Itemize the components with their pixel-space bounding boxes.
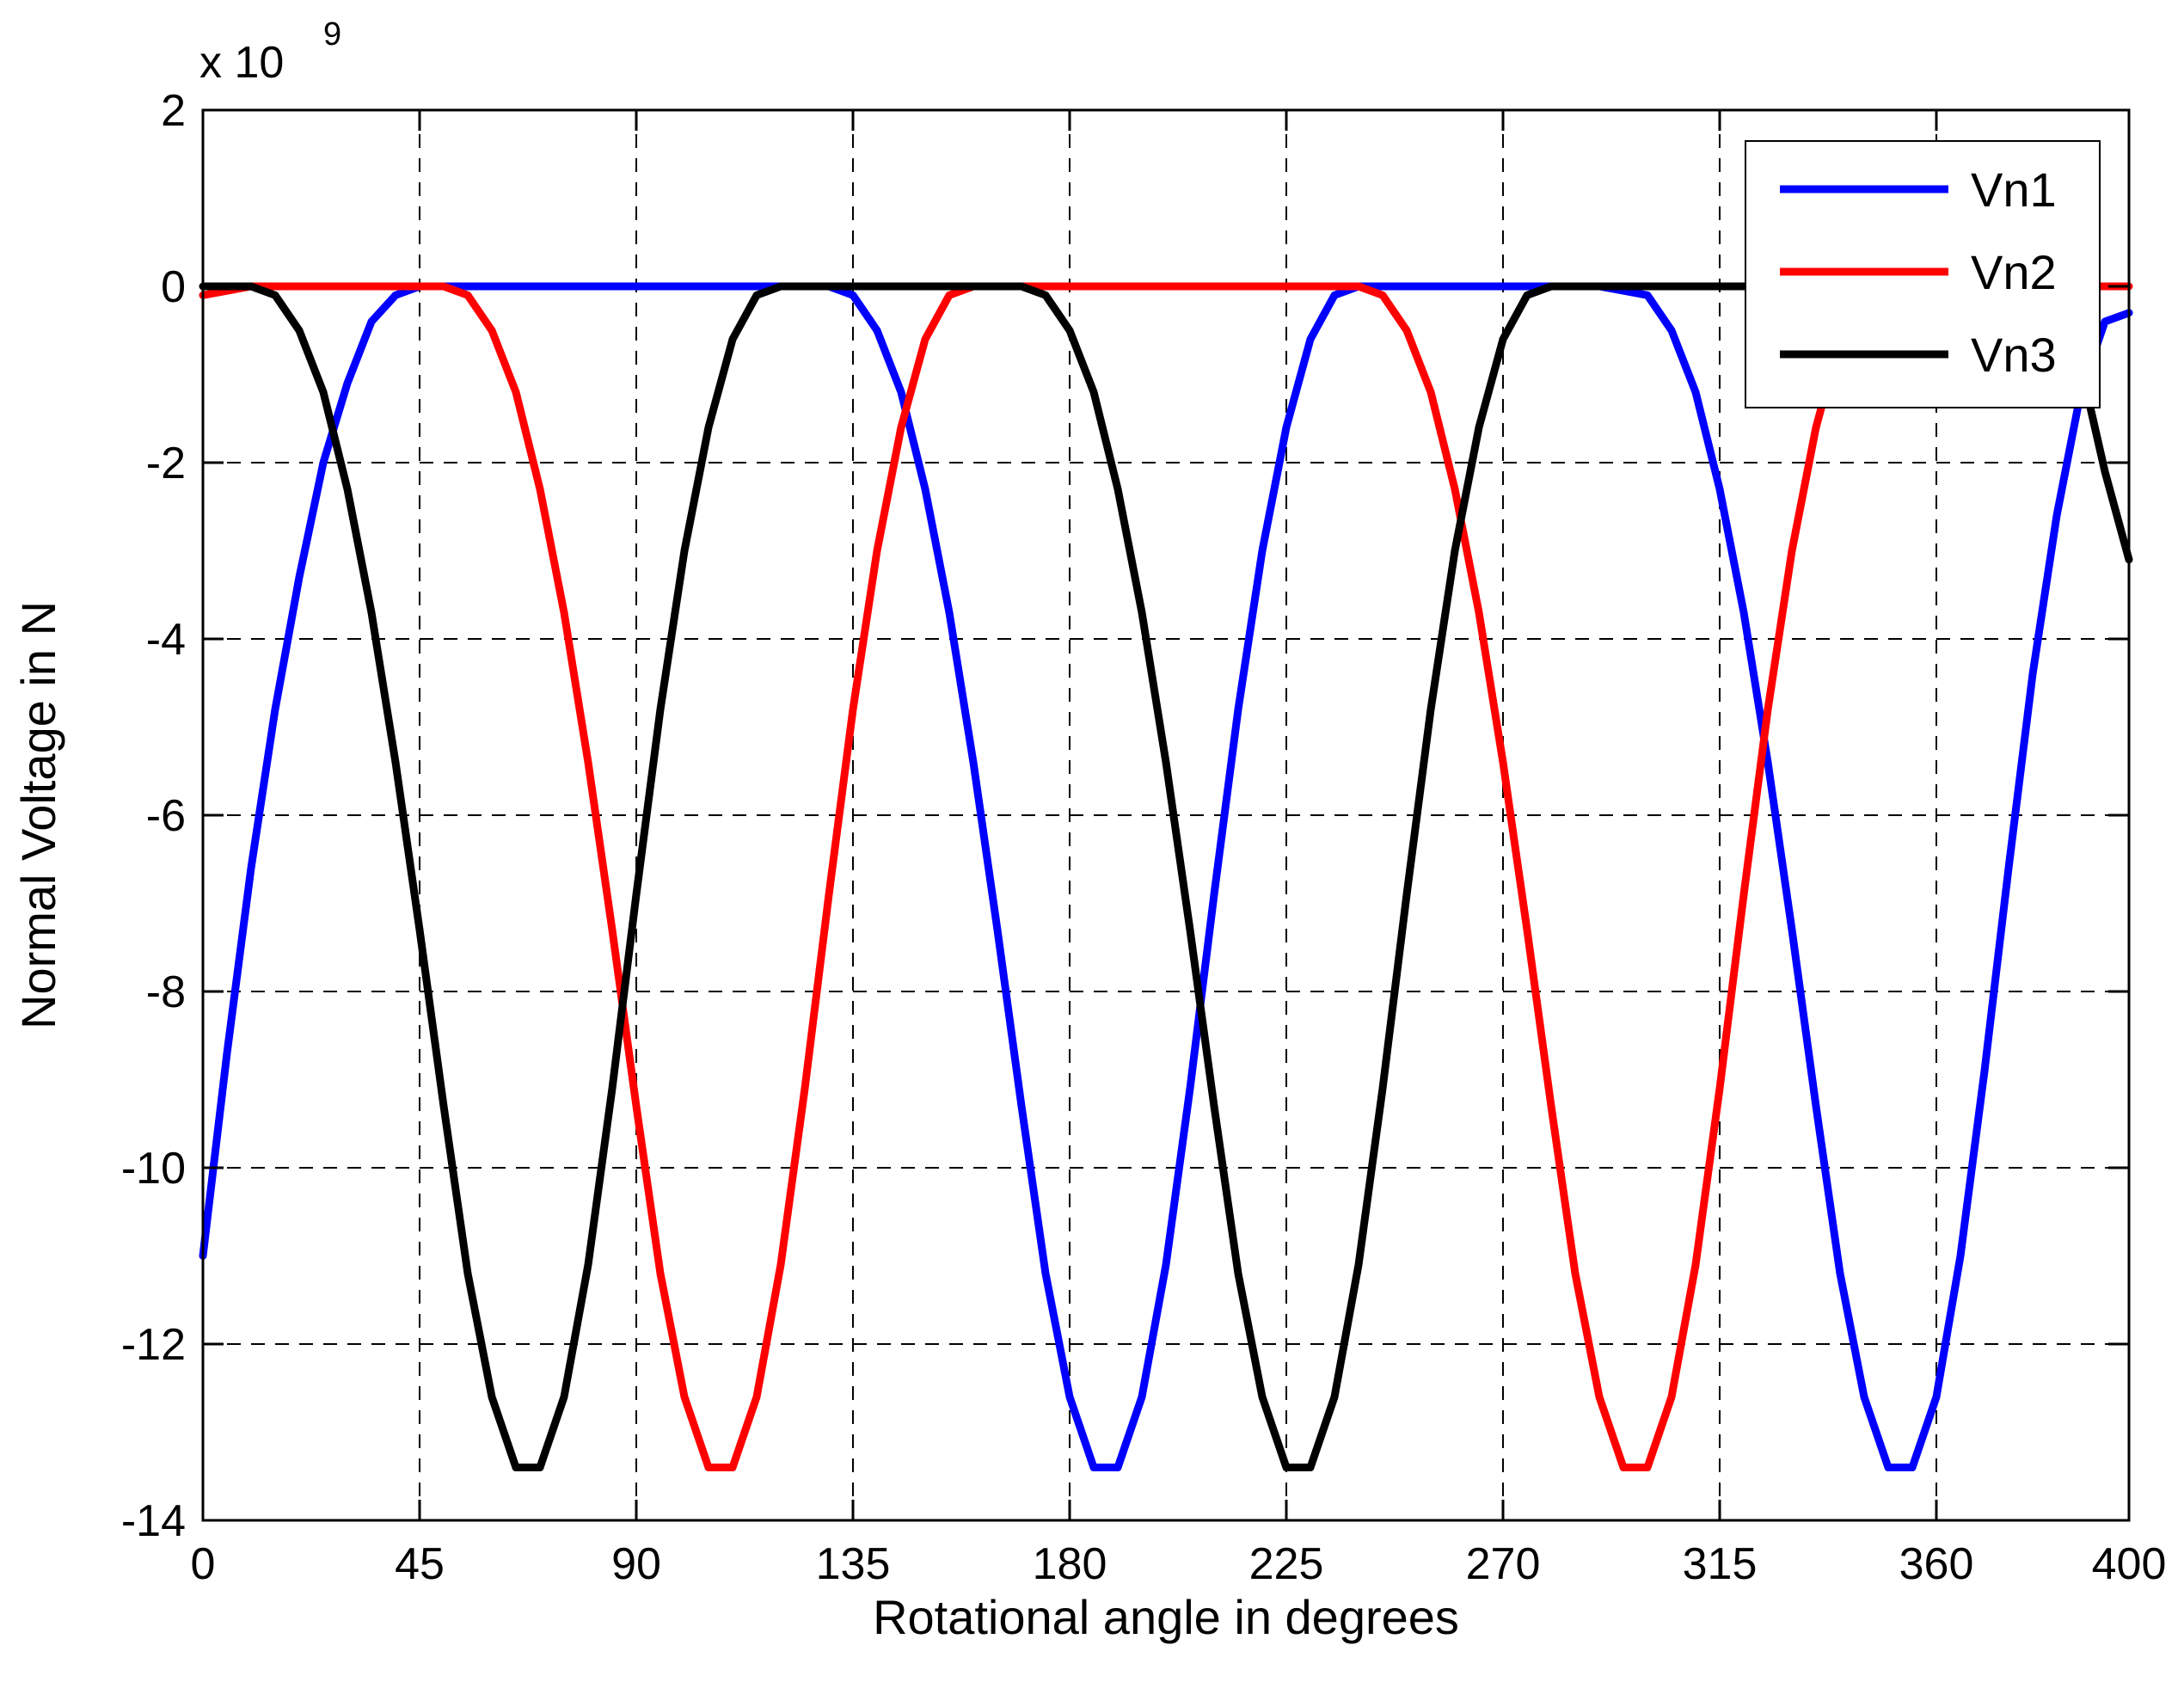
series-lines xyxy=(199,282,2133,1471)
series-line-vn1 xyxy=(199,282,2133,1471)
x-tick-label: 45 xyxy=(395,1539,445,1589)
y-tick-label: 2 xyxy=(161,86,186,136)
y-tick-label: -14 xyxy=(121,1496,186,1546)
series-line-vn2 xyxy=(199,282,2133,1471)
x-tick-label: 315 xyxy=(1683,1539,1758,1589)
legend-label-vn1: Vn1 xyxy=(1971,163,2057,217)
y-tick-label: -2 xyxy=(146,439,186,488)
y-multiplier-exponent: 9 xyxy=(323,16,341,52)
x-tick-label: 400 xyxy=(2092,1539,2167,1589)
x-tick-label: 270 xyxy=(1466,1539,1541,1589)
x-tick-label: 360 xyxy=(1899,1539,1974,1589)
legend-label-vn2: Vn2 xyxy=(1971,245,2057,299)
grid-lines xyxy=(203,110,2129,1520)
x-tick-label: 180 xyxy=(1033,1539,1107,1589)
x-tick-label: 135 xyxy=(816,1539,891,1589)
y-multiplier-base: x 10 xyxy=(199,38,284,88)
y-tick-label: -4 xyxy=(146,615,186,665)
y-tick-label: 0 xyxy=(161,262,186,312)
x-axis-label: Rotational angle in degrees xyxy=(873,1590,1459,1644)
x-tick-label: 90 xyxy=(611,1539,661,1589)
axis-ticks xyxy=(201,108,2131,1522)
y-tick-label: -10 xyxy=(121,1144,186,1194)
legend-label-vn3: Vn3 xyxy=(1971,328,2057,382)
legend: Vn1 Vn2 Vn3 xyxy=(1745,140,2101,408)
y-axis-label: Normal Voltage in N xyxy=(11,601,65,1029)
x-tick-label: 0 xyxy=(191,1539,216,1589)
x-tick-label: 225 xyxy=(1249,1539,1324,1589)
y-tick-label: -8 xyxy=(146,967,186,1017)
y-tick-label: -12 xyxy=(121,1320,186,1370)
tick-labels: 0 45 90 135 180 225 270 315 360 400 2 0 -2 -4 -6 -8 -10 -… xyxy=(121,86,2167,1589)
series-line-vn3 xyxy=(199,282,2133,1471)
y-tick-label: -6 xyxy=(146,791,186,841)
